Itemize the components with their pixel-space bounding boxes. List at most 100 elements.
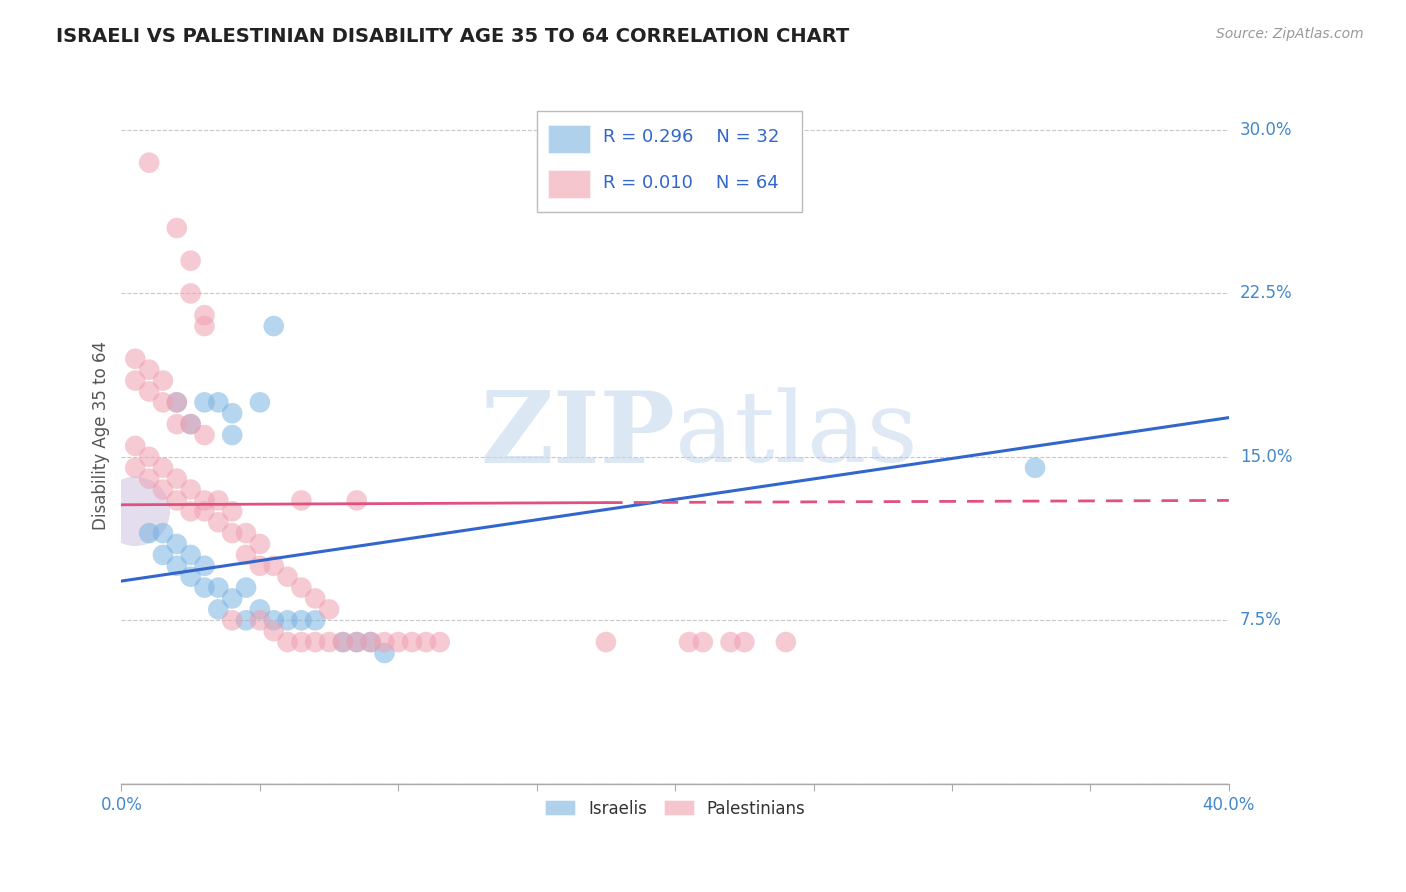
Point: [138, 362, 160, 376]
Point: [249, 613, 271, 627]
Point: [207, 602, 229, 616]
Point: [304, 613, 326, 627]
Text: ZIP: ZIP: [481, 386, 675, 483]
Text: 7.5%: 7.5%: [1240, 611, 1282, 629]
Text: R = 0.010    N = 64: R = 0.010 N = 64: [603, 174, 779, 192]
Point: [166, 395, 188, 409]
Point: [429, 635, 451, 649]
Point: [166, 537, 188, 551]
Point: [207, 395, 229, 409]
Point: [180, 548, 202, 562]
Point: [235, 613, 257, 627]
Point: [193, 395, 215, 409]
Point: [263, 624, 285, 639]
Point: [221, 526, 243, 541]
Point: [221, 504, 243, 518]
Point: [249, 537, 271, 551]
Point: [263, 613, 285, 627]
Text: ISRAELI VS PALESTINIAN DISABILITY AGE 35 TO 64 CORRELATION CHART: ISRAELI VS PALESTINIAN DISABILITY AGE 35…: [56, 27, 849, 45]
Point: [692, 635, 714, 649]
Point: [373, 635, 395, 649]
Point: [193, 581, 215, 595]
Point: [193, 493, 215, 508]
Point: [277, 570, 299, 584]
Point: [346, 493, 368, 508]
Point: [124, 351, 146, 366]
Point: [221, 428, 243, 442]
Point: [152, 548, 174, 562]
Point: [180, 504, 202, 518]
Point: [166, 558, 188, 573]
Point: [720, 635, 742, 649]
Legend: Israelis, Palestinians: Israelis, Palestinians: [538, 793, 813, 824]
Point: [138, 384, 160, 399]
Point: [277, 613, 299, 627]
Point: [180, 483, 202, 497]
Point: [304, 635, 326, 649]
Point: [290, 581, 312, 595]
Point: [360, 635, 382, 649]
Point: [152, 483, 174, 497]
Point: [166, 395, 188, 409]
Point: [193, 308, 215, 322]
Point: [138, 450, 160, 464]
Point: [235, 526, 257, 541]
FancyBboxPatch shape: [548, 125, 591, 153]
Point: [415, 635, 437, 649]
Point: [401, 635, 423, 649]
Point: [180, 253, 202, 268]
Point: [193, 558, 215, 573]
Point: [152, 374, 174, 388]
Point: [180, 417, 202, 432]
Point: [235, 548, 257, 562]
Point: [595, 635, 617, 649]
Point: [180, 286, 202, 301]
Point: [733, 635, 755, 649]
Point: [166, 493, 188, 508]
Point: [373, 646, 395, 660]
Point: [1024, 460, 1046, 475]
Text: 15.0%: 15.0%: [1240, 448, 1292, 466]
Text: 22.5%: 22.5%: [1240, 285, 1292, 302]
FancyBboxPatch shape: [548, 170, 591, 198]
Point: [221, 591, 243, 606]
Point: [277, 635, 299, 649]
Y-axis label: Disability Age 35 to 64: Disability Age 35 to 64: [93, 341, 110, 530]
Point: [193, 428, 215, 442]
Point: [124, 374, 146, 388]
Point: [678, 635, 700, 649]
Point: [346, 635, 368, 649]
Text: Source: ZipAtlas.com: Source: ZipAtlas.com: [1216, 27, 1364, 41]
Point: [138, 472, 160, 486]
Point: [166, 221, 188, 235]
Point: [346, 635, 368, 649]
Point: [360, 635, 382, 649]
Point: [235, 581, 257, 595]
Text: R = 0.296    N = 32: R = 0.296 N = 32: [603, 128, 779, 146]
Point: [387, 635, 409, 649]
Point: [207, 515, 229, 529]
Point: [318, 635, 340, 649]
Point: [332, 635, 354, 649]
Point: [249, 558, 271, 573]
Point: [166, 472, 188, 486]
Point: [221, 613, 243, 627]
Point: [249, 602, 271, 616]
Point: [180, 570, 202, 584]
Text: atlas: atlas: [675, 387, 918, 483]
Point: [290, 635, 312, 649]
Point: [207, 581, 229, 595]
Point: [318, 602, 340, 616]
Point: [207, 493, 229, 508]
Point: [152, 526, 174, 541]
Point: [124, 504, 146, 518]
Point: [124, 460, 146, 475]
Point: [332, 635, 354, 649]
Point: [138, 526, 160, 541]
Point: [152, 460, 174, 475]
Point: [138, 155, 160, 169]
Point: [263, 558, 285, 573]
Point: [124, 439, 146, 453]
Point: [304, 591, 326, 606]
Point: [221, 406, 243, 420]
